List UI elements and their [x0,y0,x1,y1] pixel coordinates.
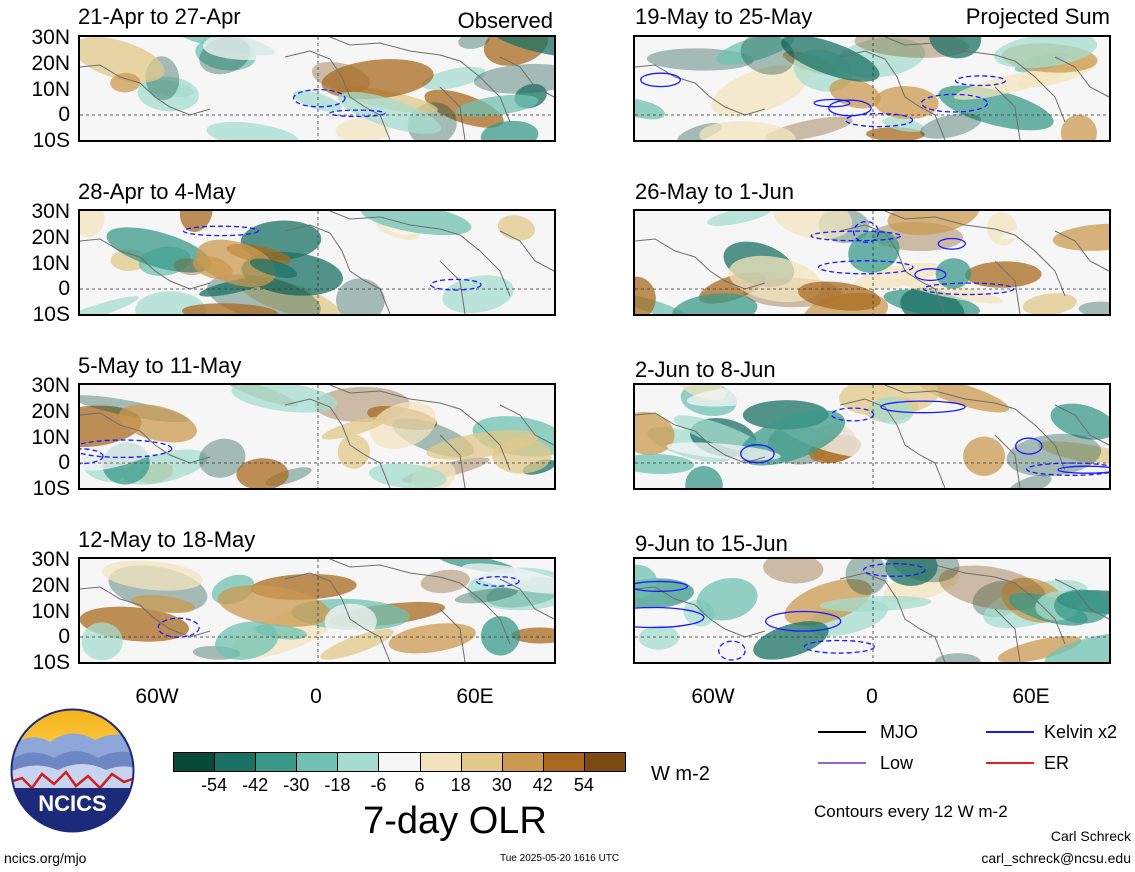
lat-20n: 20N [31,226,70,249]
lat-10s: 10S [32,303,70,326]
colorbar-title: 7-day OLR [363,800,547,842]
lat-30n: 30N [31,200,70,223]
lat-10s: 10S [32,651,70,674]
panel-title-left-2: 28-Apr to 4-May [78,179,236,204]
olr-map-right-4 [633,557,1111,664]
panel-title-right-4: 9-Jun to 15-Jun [635,531,788,556]
lon-60w-right: 60W [691,685,735,708]
er-line [986,762,1034,764]
colorbar [173,752,626,772]
panel-title-left-3: 5-May to 11-May [78,353,242,378]
low-line [818,762,866,764]
olr-map-left-4 [78,557,556,664]
panel-title-right-1: 19-May to 25-May [635,4,813,29]
olr-map-left-2 [78,209,556,316]
olr-map-left-3 [78,383,556,490]
panel-title-right-2: 26-May to 1-Jun [635,179,794,204]
panel-title-left-4: 12-May to 18-May [78,527,256,552]
lat-10s: 10S [32,477,70,500]
olr-map-right-1 [633,35,1111,142]
colorbar-swatch [501,752,544,772]
footer-timestamp: Tue 2025-05-20 1616 UTC [500,853,620,864]
footer-site: ncics.org/mjo [4,850,87,866]
footer-author: Carl Schreck [1050,828,1131,844]
lat-10n: 10N [31,78,70,101]
colorbar-tick-label: 30 [491,775,512,795]
low-label: Low [880,753,914,773]
lat-30n: 30N [31,548,70,571]
mjo-label: MJO [880,722,918,742]
lat-20n: 20N [31,574,70,597]
lat-eq: 0 [58,277,70,300]
colorbar-tick-label: -6 [370,775,387,795]
colorbar-swatch [460,752,503,772]
colorbar-tick-label: -18 [324,775,351,795]
lat-10n: 10N [31,426,70,449]
colorbar-swatch [173,752,216,772]
colorbar-tick-label: 42 [532,775,553,795]
lat-10n: 10N [31,600,70,623]
colorbar-swatch [542,752,585,772]
colorbar-swatch [337,752,380,772]
mjo-line [818,731,866,733]
colorbar-swatch [378,752,421,772]
lon-0-left: 0 [310,685,322,708]
footer-email: carl_schreck@ncsu.edu [981,850,1131,866]
olr-map-right-3 [633,383,1111,490]
projected-label: Projected Sum [965,4,1110,29]
er-label: ER [1044,753,1070,773]
ncics-logo: NCICS [10,708,135,833]
lat-eq: 0 [58,103,70,126]
panel-title-right-3: 2-Jun to 8-Jun [635,357,776,382]
lon-60e-right: 60E [1012,685,1050,708]
colorbar-tick-label: -54 [201,775,228,795]
lat-20n: 20N [31,52,70,75]
lon-0-right: 0 [866,685,878,708]
contours-note: Contours every 12 W m-2 [814,802,1008,821]
colorbar-swatch [214,752,257,772]
colorbar-swatch [296,752,339,772]
colorbar-tick-label: 54 [573,775,594,795]
lat-30n: 30N [31,374,70,397]
panel-title-left-1: 21-Apr to 27-Apr [78,4,241,29]
lat-10n: 10N [31,252,70,275]
colorbar-swatch [255,752,298,772]
kelvin-line [986,731,1034,733]
observed-label: Observed [457,8,553,33]
lon-60w-left: 60W [135,685,179,708]
lat-30n: 30N [31,26,70,49]
colorbar-swatch [419,752,462,772]
lat-eq: 0 [58,625,70,648]
colorbar-unit: W m-2 [651,763,710,785]
logo-text: NCICS [38,791,106,816]
colorbar-tick-label: -42 [242,775,269,795]
kelvin-label: Kelvin x2 [1044,722,1118,742]
lat-20n: 20N [31,400,70,423]
olr-map-right-2 [633,209,1111,316]
lat-eq: 0 [58,451,70,474]
colorbar-tick-label: -30 [283,775,310,795]
lat-10s: 10S [32,129,70,152]
colorbar-swatch [583,752,626,772]
lon-60e-left: 60E [456,685,494,708]
olr-map-left-1 [78,35,556,142]
colorbar-tick-label: 18 [450,775,471,795]
colorbar-tick-label: 6 [414,775,425,795]
